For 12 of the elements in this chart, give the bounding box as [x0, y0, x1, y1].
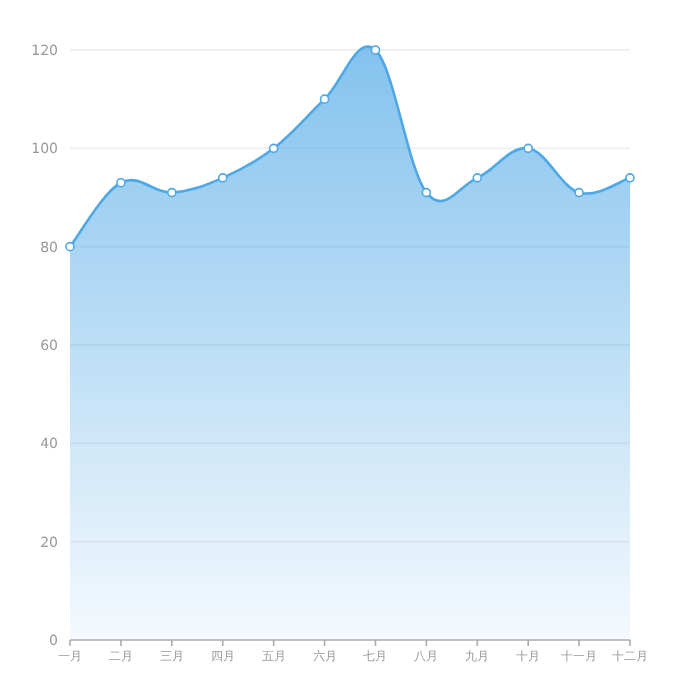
point — [523, 143, 533, 154]
point — [116, 177, 126, 188]
point — [421, 187, 432, 198]
point — [472, 173, 483, 183]
point — [167, 187, 177, 198]
point — [574, 187, 584, 198]
point — [319, 94, 330, 104]
point — [370, 45, 381, 55]
point — [268, 143, 279, 154]
point — [217, 173, 228, 183]
point — [65, 241, 75, 252]
point — [625, 173, 635, 183]
